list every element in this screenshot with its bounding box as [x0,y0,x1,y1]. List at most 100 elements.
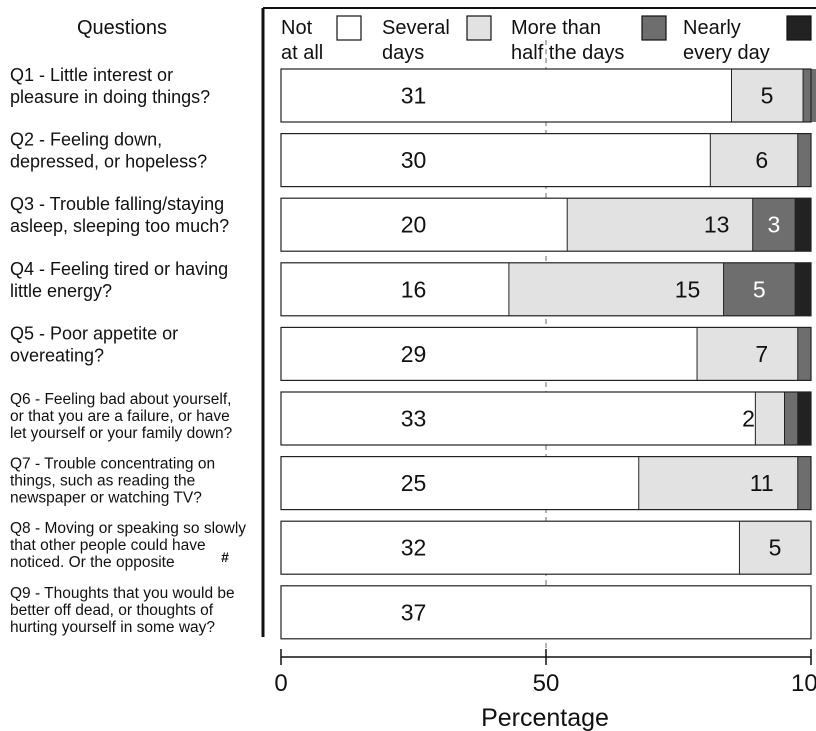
question-label: overeating? [10,345,104,365]
bar-segment [803,69,816,122]
bar-value-label: 5 [753,276,766,302]
footnote-mark: # [221,549,229,565]
bar-outline [280,197,812,252]
legend-swatch [466,15,492,41]
questions-header: Questions [77,17,167,39]
legend-label: days [382,42,424,64]
question-label: Q2 - Feeling down, [10,130,162,150]
legend-label: every day [683,42,770,64]
bar-outline [280,391,812,446]
bar-outline [280,456,812,511]
bar-segment [281,133,711,187]
question-label: Q6 - Feeling bad about yourself, [10,391,231,408]
x-tick-label: 0 [274,670,287,697]
bars: 31 5 30 6 20 13 3 16 15 5 29 7 33 2 25 11 32 5 37 [280,68,816,640]
bar-segment [797,392,811,445]
bar-segment [281,262,509,316]
bar-segment [281,456,639,510]
bar-segment [281,198,568,252]
bar-value-label: 33 [401,406,427,432]
bar-value-label: 31 [401,83,427,109]
bar-segment [281,392,756,445]
bar-segment [281,521,740,575]
question-label: Q8 - Moving or speaking so slowly [10,520,246,537]
bar-value-label: 20 [401,212,427,238]
question-label: Q5 - Poor appetite or [10,323,178,343]
legend-label: Nearly [683,17,741,39]
bar-value-label: 25 [401,470,427,496]
bar-segment [755,392,785,445]
bar-value-label: 37 [401,599,427,625]
bar-segment [795,262,811,316]
question-label: or that you are a failure, or have [10,408,230,425]
bar-outline [280,520,812,575]
bar-value-label: 7 [755,341,768,367]
question-label: Q1 - Little interest or [10,65,173,85]
legend-label: Several [382,17,450,39]
bar-value-label: 5 [769,535,782,561]
question-label: Q3 - Trouble falling/staying [10,194,224,214]
question-label: hurting yourself in some way? [10,619,215,636]
question-label: noticed. Or the opposite [10,554,175,571]
bar-segment [281,69,732,122]
bar-outline [280,68,812,123]
bar-value-label: 15 [675,276,701,302]
bar-value-label: 5 [761,83,774,109]
bar-segment [795,198,811,252]
bar-segment [281,327,698,381]
bar-value-label: 16 [401,276,427,302]
bar-value-label: 6 [755,147,768,173]
x-axis: 0 50 100 [274,649,816,697]
legend-label: at all [281,42,323,64]
bar-value-label: 13 [704,212,730,238]
question-label: that other people could have [10,537,206,554]
bar-value-label: 3 [768,212,781,238]
bar-segment [281,585,811,639]
bar-segment [638,456,798,510]
question-label: asleep, sleeping too much? [10,216,229,236]
bar-segment [697,327,798,381]
question-label: Q9 - Thoughts that you would be [10,585,235,602]
bar-segment [731,69,804,122]
bar-segment [797,327,811,381]
bar-value-label: 11 [750,470,774,496]
legend-label: Not [281,17,313,39]
question-label: little energy? [10,281,112,301]
bar-outline [280,133,812,188]
x-tick-label: 50 [533,670,560,697]
question-label: pleasure in doing things? [10,87,210,107]
legend: Not at all Several days More than half the da… [281,15,812,64]
x-tick-label: 100 [791,670,816,697]
bar-outline [280,585,812,640]
bar-value-label: 2 [742,406,755,432]
question-label: newspaper or watching TV? [10,490,202,507]
bar-segment [797,456,811,510]
legend-swatch [336,15,362,41]
legend-label: More than [511,17,601,39]
legend-swatch [641,15,667,41]
bar-segment [797,133,811,187]
bar-segment [723,262,796,316]
bar-outline [280,262,812,317]
question-label: things, such as reading the [10,473,195,490]
x-axis-label: Percentage [481,704,609,731]
bar-segment [710,133,798,187]
bar-segment [508,262,724,316]
question-label: Q7 - Trouble concentrating on [10,456,215,473]
question-label: better off dead, or thoughts of [10,602,214,619]
bar-segment [752,198,796,252]
question-label: Q4 - Feeling tired or having [10,259,228,279]
bar-value-label: 32 [401,535,427,561]
bar-segment [784,392,798,445]
bar-outline [280,326,812,381]
bar-segment [567,198,753,252]
question-label: let yourself or your family down? [10,425,233,442]
question-label: depressed, or hopeless? [10,152,207,172]
bar-value-label: 30 [401,147,427,173]
legend-swatch [786,15,812,41]
bar-segment [739,521,811,575]
legend-label: half the days [511,42,624,64]
bar-value-label: 29 [401,341,427,367]
